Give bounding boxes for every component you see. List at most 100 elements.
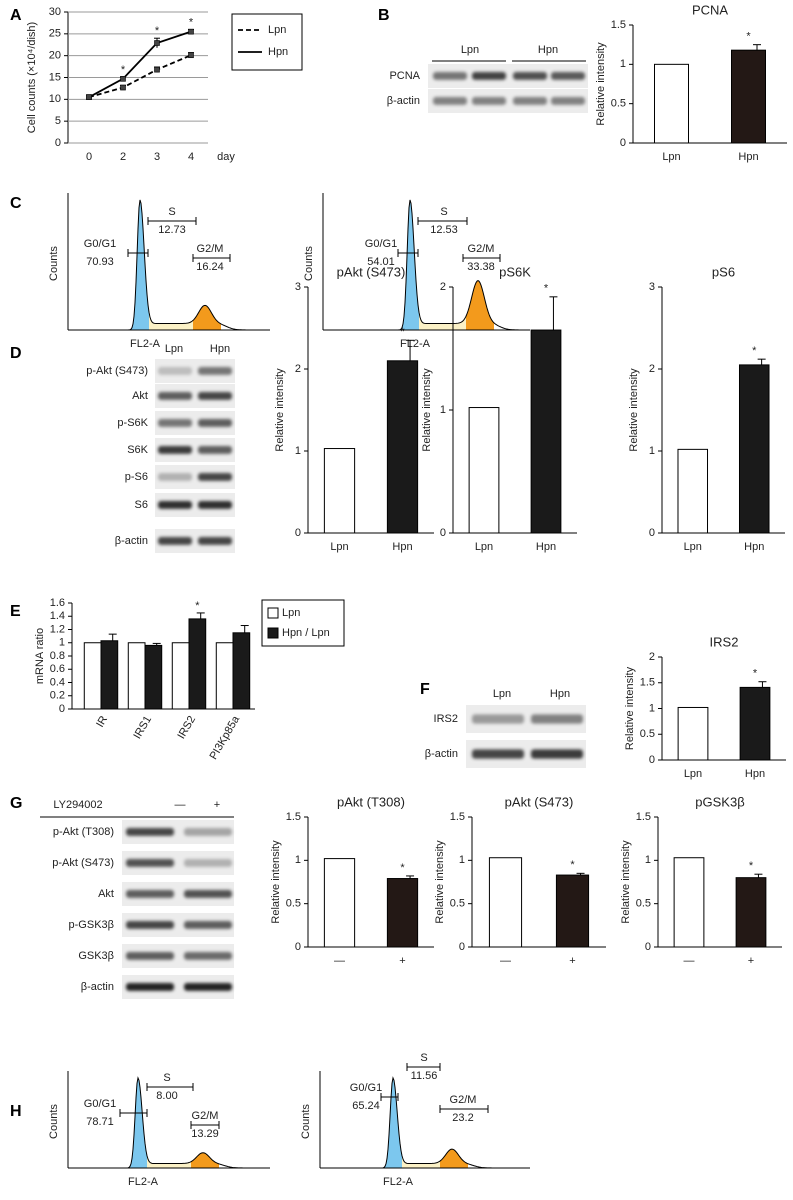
bar xyxy=(739,686,771,761)
y-axis-label: mRNA ratio xyxy=(34,628,46,684)
y-tick-label: 0.6 xyxy=(50,663,65,675)
bar xyxy=(386,360,419,534)
blot-band xyxy=(472,97,506,105)
y-tick-label: 1 xyxy=(649,702,655,714)
x-tick-label: 2 xyxy=(120,151,126,163)
y-tick-label: 20 xyxy=(49,50,61,62)
x-tick-label: — xyxy=(684,955,695,967)
blot-band xyxy=(158,446,192,454)
blot-band xyxy=(433,72,467,80)
blot-band xyxy=(513,72,547,80)
gate-value: 70.93 xyxy=(86,256,114,268)
bar xyxy=(171,642,190,710)
chart-title: pAkt (S473) xyxy=(337,264,406,279)
blot-column-label: — xyxy=(175,799,186,811)
bar xyxy=(738,364,770,534)
y-axis-label: Relative intensity xyxy=(628,368,640,452)
bar xyxy=(83,642,102,710)
y-tick-label: 1.2 xyxy=(50,623,65,635)
bar xyxy=(677,448,709,534)
gate-value: 12.53 xyxy=(430,224,458,236)
gate-value: 23.2 xyxy=(452,1112,473,1124)
y-tick-label: 1.5 xyxy=(640,677,655,689)
blot-column-label: Hpn xyxy=(538,44,558,56)
g0g1-area xyxy=(118,199,149,330)
y-tick-label: 2 xyxy=(649,651,655,663)
g2m-area xyxy=(191,1152,219,1168)
bar xyxy=(735,877,767,948)
y-tick-label: 0 xyxy=(620,137,626,149)
blot-band xyxy=(158,473,192,481)
blot-row-label: S6 xyxy=(135,499,148,511)
y-tick-label: 0.5 xyxy=(636,898,651,910)
y-tick-label: 1 xyxy=(59,637,65,649)
panel-label: D xyxy=(10,345,22,362)
blot-row-label: p-S6 xyxy=(125,471,148,483)
gate-value: 11.56 xyxy=(411,1070,438,1082)
y-tick-label: 2 xyxy=(295,363,301,375)
bar xyxy=(188,618,207,710)
legend-swatch xyxy=(267,607,279,619)
chart-title: pS6 xyxy=(712,264,735,279)
significance-mark: * xyxy=(400,862,405,874)
y-tick-label: 0.8 xyxy=(50,650,65,662)
y-tick-label: 1 xyxy=(440,404,446,416)
legend-label: Hpn / Lpn xyxy=(282,627,330,639)
y-tick-label: 0 xyxy=(55,137,61,149)
panel-label: C xyxy=(10,195,22,212)
x-tick-label: 0 xyxy=(86,151,92,163)
x-tick-label: Lpn xyxy=(684,768,702,780)
x-tick-label: Lpn xyxy=(475,541,493,553)
gate-name: S xyxy=(163,1072,170,1084)
data-point xyxy=(188,52,194,59)
y-tick-label: 10 xyxy=(49,93,61,105)
blot-band xyxy=(184,890,232,898)
bar xyxy=(530,329,562,534)
y-tick-label: 0 xyxy=(59,703,65,715)
gate-name: S xyxy=(420,1052,427,1064)
chart-title: PCNA xyxy=(692,2,728,17)
x-tick-label: Hpn xyxy=(536,541,556,553)
gate-value: 13.29 xyxy=(191,1128,219,1140)
x-tick-label: + xyxy=(748,955,754,967)
significance-mark: * xyxy=(570,859,575,871)
y-tick-label: 15 xyxy=(49,71,61,83)
gate-name: G2/M xyxy=(468,243,495,255)
x-tick-label: 3 xyxy=(154,151,160,163)
y-axis-label: Relative intensity xyxy=(274,368,286,452)
significance-mark: * xyxy=(746,31,751,43)
y-tick-label: 0 xyxy=(645,941,651,953)
x-tick-label: — xyxy=(334,955,345,967)
bar xyxy=(654,63,689,144)
blot-row-label: β-actin xyxy=(387,95,420,107)
y-tick-label: 1 xyxy=(645,854,651,866)
y-tick-label: 0 xyxy=(440,527,446,539)
y-tick-label: 0.5 xyxy=(286,898,301,910)
s-area xyxy=(149,312,193,330)
blot-column-label: Hpn xyxy=(550,688,570,700)
blot-row-label: β-actin xyxy=(425,748,458,760)
y-tick-label: 2 xyxy=(649,363,655,375)
y-tick-label: 25 xyxy=(49,28,61,40)
gate-name: G2/M xyxy=(197,243,224,255)
bar xyxy=(731,49,766,144)
blot-band xyxy=(158,501,192,509)
x-tick-label: PI3Kp85a xyxy=(208,713,243,762)
blot-row-label: PCNA xyxy=(389,70,420,82)
blot-band xyxy=(158,367,192,375)
gate-name: G0/G1 xyxy=(84,1098,116,1110)
y-tick-label: 2 xyxy=(440,281,446,293)
y-axis-label: Relative intensity xyxy=(624,666,636,750)
g2m-area xyxy=(440,1149,468,1168)
blot-band xyxy=(198,367,232,375)
blot-band xyxy=(158,537,192,545)
panel-label: A xyxy=(10,7,22,24)
blot-band xyxy=(198,537,232,545)
significance-mark: * xyxy=(753,668,758,680)
blot-column-label: Lpn xyxy=(493,688,511,700)
y-tick-label: 1.5 xyxy=(450,811,465,823)
legend-label: Lpn xyxy=(268,24,286,36)
legend-label: Lpn xyxy=(282,607,300,619)
blot-row-label: GSK3β xyxy=(78,950,114,962)
blot-band xyxy=(472,714,524,724)
